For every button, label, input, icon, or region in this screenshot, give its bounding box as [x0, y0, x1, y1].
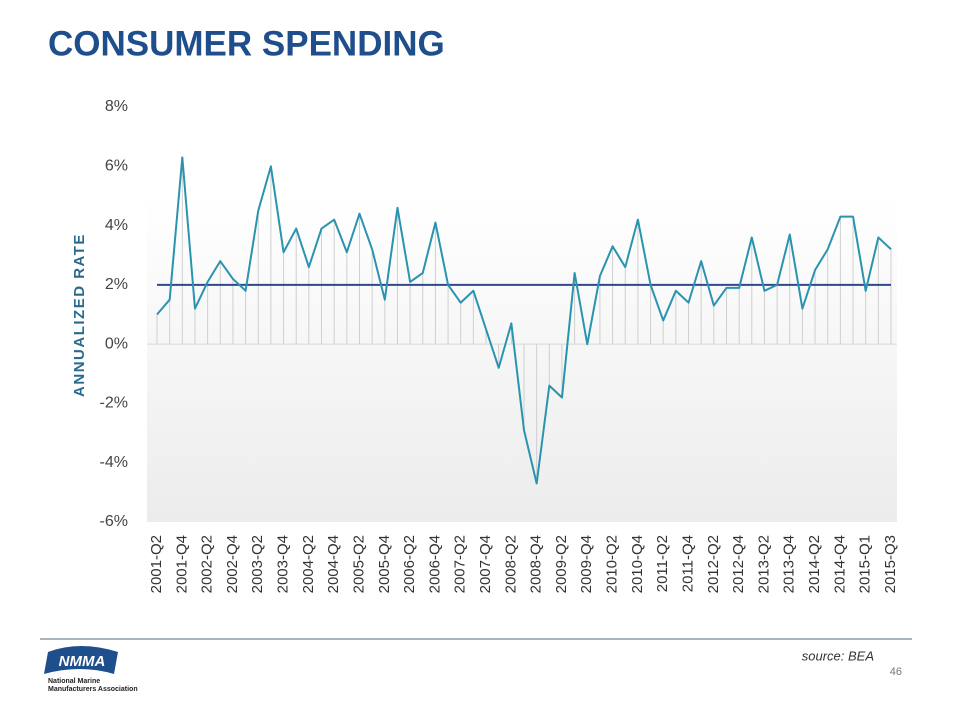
y-tick-label: 6% [105, 158, 128, 175]
x-tick-label: 2007-Q4 [477, 535, 494, 593]
x-tick-label: 2014-Q4 [831, 535, 848, 593]
logo-shape [44, 646, 118, 674]
page-number: 46 [890, 666, 902, 678]
x-tick-label: 2009-Q2 [553, 535, 570, 593]
logo-text: National Marine [48, 678, 100, 685]
slide-title: CONSUMER SPENDING [48, 24, 445, 63]
x-tick-label: 2009-Q4 [578, 535, 595, 593]
x-tick-label: 2010-Q4 [629, 535, 646, 593]
x-tick-label: 2008-Q4 [528, 535, 545, 593]
x-tick-label: 2004-Q4 [325, 535, 342, 593]
data-line [156, 156, 892, 485]
x-tick-label: 2002-Q4 [224, 535, 241, 593]
x-tick-label: 2001-Q2 [148, 535, 165, 593]
x-tick-label: 2012-Q4 [730, 535, 747, 593]
x-tick-label: 2006-Q2 [401, 535, 418, 593]
x-tick-label: 2003-Q4 [275, 535, 292, 593]
x-tick-label: 2003-Q2 [249, 535, 266, 593]
logo: NMMA National Marine Manufacturers Assoc… [44, 646, 138, 693]
y-tick-label: -4% [100, 454, 128, 471]
x-tick-label: 2015-Q1 [857, 535, 874, 593]
x-tick-label: 2012-Q2 [705, 535, 722, 593]
source: source: BEA [802, 648, 874, 663]
x-tick-label: 2001-Q4 [173, 535, 190, 593]
x-tick-label: 2006-Q4 [426, 535, 443, 593]
logo-text: Manufacturers Association [48, 686, 138, 693]
x-tick-label: 2013-Q4 [781, 535, 798, 593]
x-tick-label: 2008-Q2 [502, 535, 519, 593]
y-tick-label: -6% [100, 513, 128, 530]
x-tick-label: 2007-Q2 [452, 535, 469, 593]
x-tick-label: 2011-Q4 [679, 535, 696, 592]
x-tick-label: 2014-Q2 [806, 535, 823, 593]
x-tick-label: 2011-Q2 [654, 535, 671, 592]
x-tick-label: 2015-Q3 [882, 535, 899, 593]
x-tick-label: 2002-Q2 [199, 535, 216, 593]
x-tick-label: 2005-Q2 [350, 535, 367, 593]
y-tick-label: 0% [105, 335, 128, 352]
x-tick-label: 2004-Q2 [300, 535, 317, 593]
y-tick-label: 4% [105, 217, 128, 234]
y-tick-label: 8% [105, 98, 128, 115]
y-tick-label: -2% [100, 395, 128, 412]
x-tick-label: 2013-Q2 [755, 535, 772, 593]
y-axis-label: ANNUALIZED RATE [71, 233, 88, 397]
x-tick-label: 2005-Q4 [376, 535, 393, 593]
logo-mark: NMMA [59, 653, 106, 670]
y-tick-label: 2% [105, 276, 128, 293]
plot-background [147, 195, 897, 522]
x-tick-label: 2010-Q2 [604, 535, 621, 593]
